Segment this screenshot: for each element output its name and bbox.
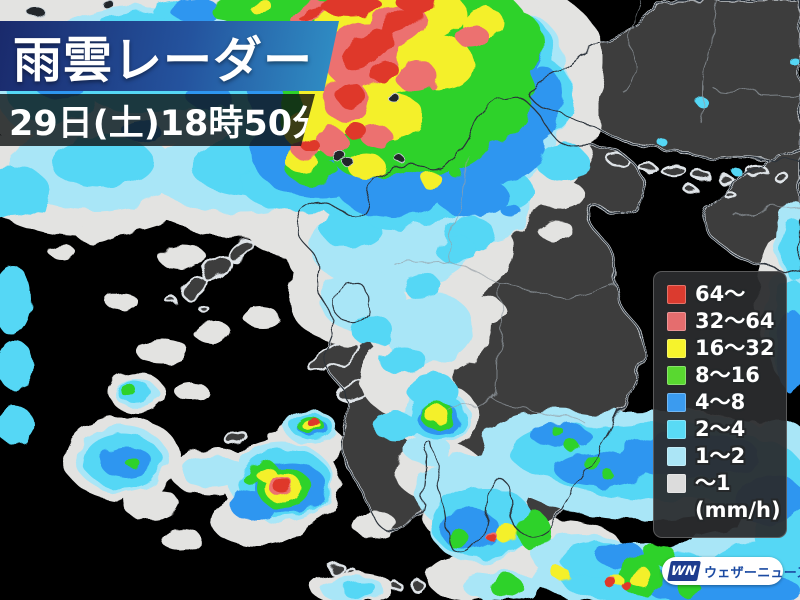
legend-label: 8〜16 [695,363,760,387]
legend-unit-label: (mm/h) [695,497,781,522]
prefecture-borders [395,0,800,423]
legend-unit-row: (mm/h) [667,497,786,523]
legend-label: 〜1 [695,471,731,495]
legend-swatch [667,420,686,439]
legend-row: 2〜4 [667,416,786,443]
timestamp-text: 29日(土)18時50分 [9,103,328,144]
rain-intensity-legend: 64〜 32〜64 16〜32 8〜16 4〜8 2〜4 1〜2 〜1 (mm/… [653,271,787,538]
legend-row: 8〜16 [667,362,786,389]
legend-label: 32〜64 [695,309,775,333]
legend-swatch [667,447,686,466]
title-banner: 雨雲レーダー [0,21,339,91]
legend-swatch [667,393,686,412]
legend-row: 4〜8 [667,389,786,416]
weathernews-logo: WN ウェザーニュース [662,557,800,585]
legend-swatch [667,312,686,331]
rain-layer-over-64mm [273,0,631,589]
legend-label: 16〜32 [695,336,775,360]
legend-swatch [667,339,686,358]
legend-row: 16〜32 [667,335,786,362]
seto-inland-sea-islands [606,153,791,201]
page-title: 雨雲レーダー [13,31,314,89]
legend-swatch [667,474,686,493]
legend-row: 64〜 [667,281,786,308]
tiny-islands-over-rain [27,0,405,167]
legend-row: 1〜2 [667,443,786,470]
legend-row: 〜1 [667,470,786,497]
logo-text: ウェザーニュース [704,565,800,581]
legend-swatch [667,285,686,304]
legend-label: 1〜2 [695,444,746,468]
timestamp-banner: 29日(土)18時50分 [0,94,315,146]
legend-label: 64〜 [695,282,746,306]
legend-row: 32〜64 [667,308,786,335]
wn-logo-icon: WN [667,561,701,581]
legend-swatch [667,366,686,385]
wn-logo-letters: WN [670,563,698,579]
legend-label: 4〜8 [695,390,746,414]
legend-label: 2〜4 [695,417,746,441]
